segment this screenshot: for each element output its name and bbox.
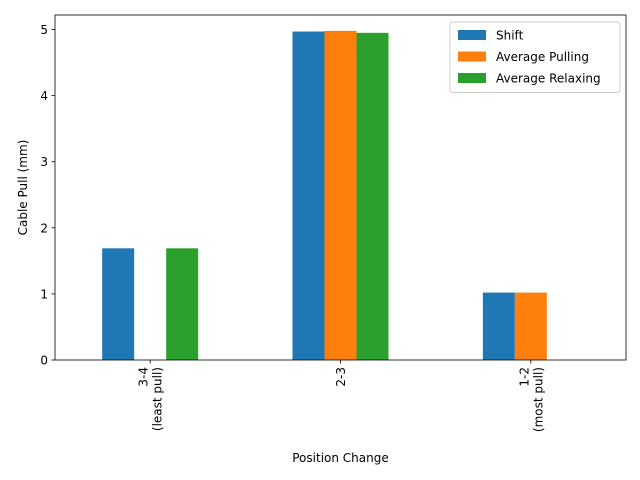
- x-tick-label-line: 2-3: [334, 367, 348, 387]
- x-tick-label-line: (most pull): [531, 367, 545, 432]
- y-axis-title: Cable Pull (mm): [16, 140, 30, 236]
- legend-swatch: [458, 51, 486, 62]
- legend-label: Shift: [496, 29, 524, 43]
- legend-swatch: [458, 73, 486, 83]
- y-tick-label: 0: [40, 354, 48, 368]
- x-axis-title: Position Change: [292, 451, 388, 465]
- x-tick-label: 3-4 (least pull): [137, 367, 165, 431]
- y-tick-label: 3: [40, 155, 48, 169]
- bar: [356, 32, 389, 361]
- y-tick-label: 1: [40, 287, 48, 301]
- bar: [292, 31, 325, 361]
- bar: [482, 292, 515, 360]
- bars-group: [102, 30, 547, 361]
- y-tick-label: 2: [40, 221, 48, 235]
- legend: Shift Average Pulling Average Relaxing: [449, 21, 621, 93]
- legend-label: Average Relaxing: [496, 72, 601, 86]
- legend-box: [449, 21, 621, 93]
- legend-swatch: [458, 30, 486, 40]
- x-tick-label-line: (least pull): [151, 367, 165, 431]
- x-tick-label-line: 1-2: [517, 367, 531, 387]
- x-tick-label: 2-3: [334, 367, 348, 387]
- bar: [166, 248, 199, 360]
- x-tick-label: 1-2 (most pull): [517, 367, 545, 432]
- legend-label: Average Pulling: [496, 50, 589, 64]
- x-tick-label-line: 3-4: [137, 367, 151, 387]
- y-tick-label: 5: [40, 23, 48, 37]
- axes-group: 0 1 2 3 4 5 3-4 (least pull) 2-3 1-2 (most pull): [40, 14, 627, 432]
- bar: [324, 30, 357, 361]
- y-tick-label: 4: [40, 89, 48, 103]
- bar: [514, 292, 547, 360]
- bar: [102, 248, 135, 360]
